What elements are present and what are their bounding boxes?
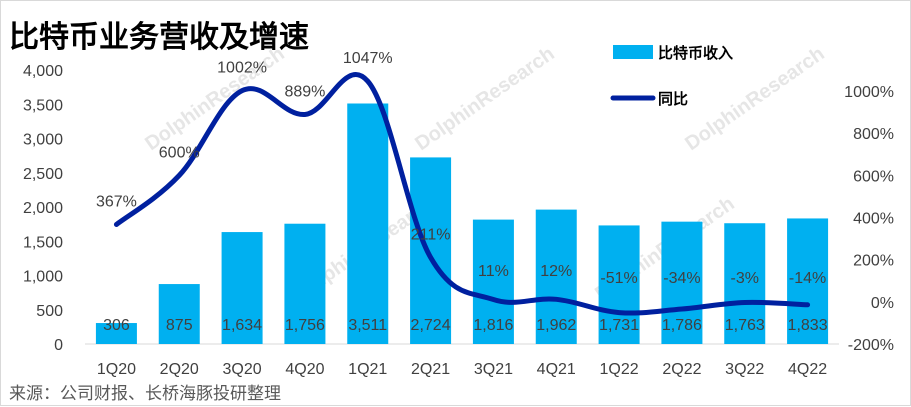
line-value-label: 1002% [217,60,267,77]
line-value-label: -3% [731,270,759,287]
left-tick-label: 2,000 [23,200,63,217]
left-tick-label: 500 [36,303,63,320]
bar [661,221,703,344]
left-axis: 0 500 1,000 1,500 2,000 2,500 3,000 3,500 4,000 [23,63,63,354]
line-value-label: 600% [159,144,200,161]
line-value-label: -14% [789,270,826,287]
bar-value-label: 1,816 [473,317,513,334]
source-note: 来源：公司财报、长桥海豚投研整理 [9,384,281,404]
bar [724,223,766,344]
bar-value-label: 1,634 [222,317,262,334]
right-tick-label: 1000% [844,84,894,101]
bar [410,157,452,344]
category-label: 1Q22 [600,361,639,378]
category-label: 3Q21 [474,361,513,378]
category-label: 3Q20 [223,361,262,378]
right-tick-label: 200% [853,253,894,270]
line-value-label: 889% [284,83,325,100]
left-tick-label: 2,500 [23,166,63,183]
watermark-text: DolphinResearch [411,43,558,155]
bar [158,284,200,344]
legend-label-line: 同比 [658,90,688,108]
bar [221,232,263,344]
category-label: 2Q21 [411,361,450,378]
category-label: 4Q20 [285,361,324,378]
bar [787,218,829,344]
bar-value-label: 1,763 [725,317,765,334]
bar-value-label: 3,511 [348,317,387,334]
line-value-label: 367% [96,193,137,210]
bar-value-labels: 306 875 1,634 1,756 3,511 2,724 1,816 1,962 1,73… [103,317,828,334]
category-label: 2Q22 [662,361,701,378]
category-label: 1Q20 [97,361,136,378]
bar-value-label: 1,756 [285,317,325,334]
line-value-label: -34% [663,270,700,287]
x-axis: 1Q20 2Q20 3Q20 4Q20 1Q21 2Q21 3Q21 4Q21 1Q22 2Q22… [97,361,827,378]
line-value-label: 1047% [343,50,393,67]
right-tick-label: 0% [871,295,894,312]
left-tick-label: 4,000 [23,63,63,80]
category-label: 4Q21 [537,361,576,378]
bar [95,323,137,344]
right-tick-label: -200% [848,337,894,354]
bar [472,219,514,344]
bar [535,209,577,344]
bar-value-label: 1,731 [599,317,639,334]
bar [284,223,326,344]
legend-swatch-bar [613,45,653,59]
right-axis: -200% 0% 200% 400% 600% 800% 1000% [844,84,894,354]
bar-value-label: 1,962 [536,317,576,334]
left-tick-label: 0 [54,337,63,354]
legend: 比特币收入 同比 [610,44,733,108]
left-tick-label: 1,500 [23,234,63,251]
legend-label-bar: 比特币收入 [658,44,733,62]
line-value-label: -51% [600,270,637,287]
right-tick-label: 600% [853,168,894,185]
bar-value-label: 2,724 [411,317,451,334]
line-value-labels: 367% 600% 1002% 889% 1047% 211% 11% 12% -51% -34%… [96,50,826,287]
right-tick-label: 800% [853,126,894,143]
right-tick-label: 400% [853,211,894,228]
category-label: 3Q22 [725,361,764,378]
bar-value-label: 306 [103,317,130,334]
bar-series [95,103,829,345]
left-tick-label: 1,000 [23,269,63,286]
line-series [113,72,811,316]
line-value-label: 11% [478,263,509,280]
bar [598,225,640,344]
bar-value-label: 1,833 [788,317,828,334]
bar-value-label: 875 [166,317,193,334]
left-tick-label: 3,000 [23,132,63,149]
bar [347,103,389,345]
chart-title: 比特币业务营收及增速 [9,20,309,55]
category-label: 1Q21 [348,361,387,378]
line-value-label: 211% [411,226,451,243]
yoy-line [113,72,811,316]
left-tick-label: 3,500 [23,97,63,114]
category-label: 2Q20 [160,361,199,378]
category-label: 4Q22 [788,361,827,378]
line-value-label: 12% [540,263,572,280]
bar-value-label: 1,786 [662,317,702,334]
